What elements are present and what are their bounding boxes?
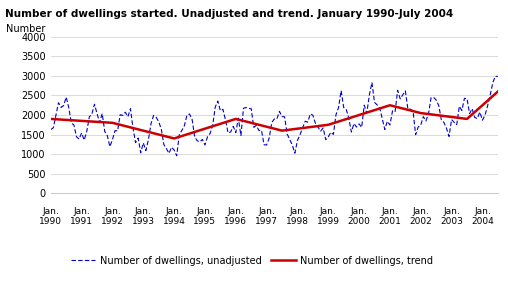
Number of dwellings, trend: [171, 137, 177, 140]
Text: 2003: 2003: [440, 217, 463, 225]
Number of dwellings, unadjusted: [492, 74, 498, 78]
Text: Jan.: Jan.: [351, 207, 367, 216]
Text: Jan.: Jan.: [228, 207, 244, 216]
Text: Number: Number: [6, 24, 46, 34]
Text: Jan.: Jan.: [258, 207, 275, 216]
Text: 1993: 1993: [132, 217, 155, 225]
Text: Jan.: Jan.: [104, 207, 121, 216]
Number of dwellings, trend: [179, 134, 185, 138]
Text: 1997: 1997: [255, 217, 278, 225]
Number of dwellings, trend: [382, 105, 388, 108]
Text: Jan.: Jan.: [382, 207, 398, 216]
Text: 2001: 2001: [378, 217, 401, 225]
Text: Jan.: Jan.: [197, 207, 213, 216]
Text: 1995: 1995: [194, 217, 216, 225]
Text: Number of dwellings started. Unadjusted and trend. January 1990-July 2004: Number of dwellings started. Unadjusted …: [5, 9, 453, 18]
Text: 1990: 1990: [39, 217, 62, 225]
Text: 1992: 1992: [101, 217, 124, 225]
Number of dwellings, unadjusted: [174, 154, 180, 157]
Text: 1998: 1998: [286, 217, 309, 225]
Text: 1994: 1994: [163, 217, 185, 225]
Number of dwellings, unadjusted: [207, 132, 213, 135]
Text: Jan.: Jan.: [43, 207, 59, 216]
Text: 2000: 2000: [347, 217, 370, 225]
Text: 2004: 2004: [471, 217, 494, 225]
Number of dwellings, trend: [428, 113, 434, 116]
Number of dwellings, unadjusted: [343, 108, 350, 111]
Text: Jan.: Jan.: [73, 207, 90, 216]
Text: 2002: 2002: [409, 217, 432, 225]
Number of dwellings, trend: [48, 117, 54, 121]
Text: 1996: 1996: [225, 217, 247, 225]
Text: Jan.: Jan.: [135, 207, 152, 216]
Number of dwellings, trend: [495, 90, 501, 93]
Number of dwellings, unadjusted: [84, 130, 90, 133]
Number of dwellings, trend: [207, 125, 213, 129]
Line: Number of dwellings, unadjusted: Number of dwellings, unadjusted: [51, 76, 498, 156]
Text: Jan.: Jan.: [166, 207, 182, 216]
Line: Number of dwellings, trend: Number of dwellings, trend: [51, 91, 498, 138]
Text: 1991: 1991: [70, 217, 93, 225]
Number of dwellings, trend: [84, 120, 90, 123]
Legend: Number of dwellings, unadjusted, Number of dwellings, trend: Number of dwellings, unadjusted, Number …: [67, 252, 437, 270]
Number of dwellings, unadjusted: [382, 128, 388, 131]
Text: Jan.: Jan.: [289, 207, 306, 216]
Number of dwellings, unadjusted: [495, 75, 501, 78]
Text: Jan.: Jan.: [320, 207, 337, 216]
Number of dwellings, unadjusted: [428, 96, 434, 99]
Text: 1999: 1999: [317, 217, 340, 225]
Text: Jan.: Jan.: [443, 207, 460, 216]
Number of dwellings, unadjusted: [48, 128, 54, 131]
Number of dwellings, unadjusted: [179, 129, 185, 132]
Text: Jan.: Jan.: [412, 207, 429, 216]
Number of dwellings, trend: [343, 117, 350, 121]
Text: Jan.: Jan.: [474, 207, 491, 216]
